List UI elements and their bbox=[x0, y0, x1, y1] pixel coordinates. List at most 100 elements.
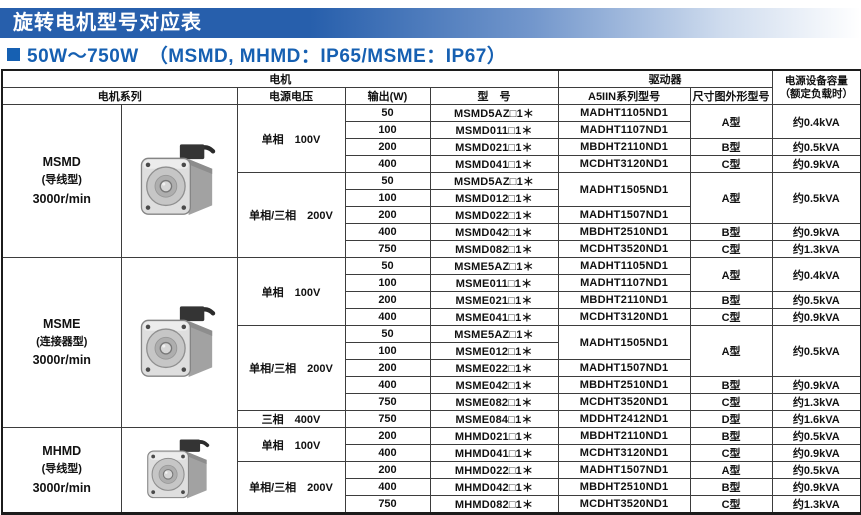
driver-model-cell: MCDHT3120ND1 bbox=[557, 444, 691, 462]
voltage-cell: 单相 100V bbox=[236, 104, 346, 173]
capacity-cell: 约0.5kVA bbox=[771, 427, 861, 445]
capacity-cell: 约0.9kVA bbox=[771, 308, 861, 326]
motor-image-cell bbox=[120, 257, 238, 428]
series-name: MSMD bbox=[42, 155, 81, 170]
driver-model-cell: MADHT1507ND1 bbox=[557, 206, 691, 224]
model-cell: MSME5AZ□1＊ bbox=[429, 257, 559, 275]
header-frame: 尺寸图外形型号 bbox=[689, 87, 773, 105]
header-capacity-line1: 电源设备容量 bbox=[784, 75, 848, 88]
capacity-cell: 约0.5kVA bbox=[771, 138, 861, 156]
model-cell: MSME084□1＊ bbox=[429, 410, 559, 428]
output-cell: 50 bbox=[344, 104, 431, 122]
table-row: 750 MSMD082□1＊ MCDHT3520ND1 C型 约1.3kVA bbox=[2, 240, 861, 258]
motor-model-table: 电机 驱动器 电源设备容量 （额定负载时） 电机系列 电源电压 输出(W) 型 … bbox=[1, 69, 861, 515]
motor-photo-msmd bbox=[140, 144, 216, 216]
output-cell: 200 bbox=[344, 427, 431, 445]
series-type: (导线型) bbox=[41, 174, 82, 187]
capacity-cell: 约0.9kVA bbox=[771, 376, 861, 394]
voltage-cell: 单相/三相 200V bbox=[236, 172, 346, 258]
capacity-cell: 约0.5kVA bbox=[771, 325, 861, 377]
frame-type-cell: C型 bbox=[689, 155, 773, 173]
output-cell: 200 bbox=[344, 206, 431, 224]
output-cell: 200 bbox=[344, 138, 431, 156]
header-driver-group: 驱动器 bbox=[557, 69, 773, 88]
frame-type-cell: A型 bbox=[689, 325, 773, 377]
page-banner: 旋转电机型号对应表 bbox=[0, 8, 861, 38]
model-cell: MSME021□1＊ bbox=[429, 291, 559, 309]
capacity-cell: 约1.3kVA bbox=[771, 393, 861, 411]
model-cell: MSMD011□1＊ bbox=[429, 121, 559, 139]
model-cell: MSME5AZ□1＊ bbox=[429, 325, 559, 343]
output-cell: 400 bbox=[344, 155, 431, 173]
driver-model-cell: MADHT1105ND1 bbox=[557, 257, 691, 275]
model-cell: MSME082□1＊ bbox=[429, 393, 559, 411]
header-motor-group: 电机 bbox=[1, 69, 559, 88]
table-body: MSMD (导线型) 3000r/min 单相 100V 50 MSMD5AZ□1＊ MA… bbox=[1, 104, 861, 514]
model-cell: MHMD042□1＊ bbox=[429, 478, 559, 496]
model-cell: MSME041□1＊ bbox=[429, 308, 559, 326]
driver-model-cell: MBDHT2110ND1 bbox=[557, 427, 691, 445]
voltage-cell: 单相/三相 200V bbox=[236, 461, 346, 514]
capacity-cell: 约0.9kVA bbox=[771, 478, 861, 496]
table-row: 400 MSME041□1＊ MCDHT3120ND1 C型 约0.9kVA bbox=[2, 308, 861, 326]
voltage-cell: 单相 100V bbox=[236, 257, 346, 326]
table-row: 750 MSME082□1＊ MCDHT3520ND1 C型 约1.3kVA bbox=[2, 393, 861, 411]
header-model: 型 号 bbox=[429, 87, 559, 105]
voltage-cell: 三相 400V bbox=[236, 410, 346, 428]
voltage-cell: 单相/三相 200V bbox=[236, 325, 346, 411]
driver-model-cell: MADHT1505ND1 bbox=[557, 325, 691, 360]
header-capacity: 电源设备容量 （额定负载时） bbox=[771, 69, 861, 105]
table-row: 100 MSME012□1＊ bbox=[2, 342, 861, 360]
capacity-cell: 约0.4kVA bbox=[771, 257, 861, 292]
header-driver-model: A5IIN系列型号 bbox=[557, 87, 691, 105]
output-cell: 100 bbox=[344, 121, 431, 139]
output-cell: 100 bbox=[344, 274, 431, 292]
motor-photo-msme bbox=[140, 305, 216, 377]
frame-type-cell: A型 bbox=[689, 461, 773, 479]
output-cell: 750 bbox=[344, 495, 431, 514]
model-cell: MSMD042□1＊ bbox=[429, 223, 559, 241]
output-cell: 750 bbox=[344, 240, 431, 258]
model-cell: MSME011□1＊ bbox=[429, 274, 559, 292]
driver-model-cell: MCDHT3520ND1 bbox=[557, 393, 691, 411]
capacity-cell: 约1.3kVA bbox=[771, 240, 861, 258]
frame-type-cell: C型 bbox=[689, 308, 773, 326]
capacity-cell: 约1.6kVA bbox=[771, 410, 861, 428]
capacity-cell: 约0.4kVA bbox=[771, 104, 861, 139]
model-cell: MHMD022□1＊ bbox=[429, 461, 559, 479]
frame-type-cell: A型 bbox=[689, 257, 773, 292]
section-bullet-icon bbox=[7, 48, 20, 61]
output-cell: 50 bbox=[344, 172, 431, 190]
table-row: MHMD (导线型) 3000r/min 单相 100V 200 MHMD021□1＊ M… bbox=[1, 427, 861, 514]
driver-model-cell: MADHT1505ND1 bbox=[557, 172, 691, 207]
model-cell: MSMD082□1＊ bbox=[429, 240, 559, 258]
table-row: MSME (连接器型) 3000r/min 单相 100V 50 MSME5AZ□1＊ M… bbox=[1, 257, 861, 428]
driver-model-cell: MADHT1507ND1 bbox=[557, 461, 691, 479]
driver-model-cell: MBDHT2510ND1 bbox=[557, 223, 691, 241]
driver-model-cell: MBDHT2510ND1 bbox=[557, 376, 691, 394]
output-cell: 400 bbox=[344, 444, 431, 462]
output-cell: 200 bbox=[344, 359, 431, 377]
model-cell: MSMD5AZ□1＊ bbox=[429, 172, 559, 190]
output-cell: 200 bbox=[344, 461, 431, 479]
model-cell: MSMD021□1＊ bbox=[429, 138, 559, 156]
driver-model-cell: MCDHT3520ND1 bbox=[557, 495, 691, 514]
frame-type-cell: C型 bbox=[689, 495, 773, 514]
frame-type-cell: A型 bbox=[689, 172, 773, 224]
capacity-cell: 约0.9kVA bbox=[771, 155, 861, 173]
capacity-cell: 约0.9kVA bbox=[771, 223, 861, 241]
model-cell: MSME022□1＊ bbox=[429, 359, 559, 377]
output-cell: 400 bbox=[344, 223, 431, 241]
output-cell: 50 bbox=[344, 325, 431, 343]
frame-type-cell: B型 bbox=[689, 427, 773, 445]
section-title: 50W～750W （MSMD, MHMD：IP65/MSME：IP67） bbox=[27, 45, 507, 67]
frame-type-cell: B型 bbox=[689, 478, 773, 496]
header-voltage: 电源电压 bbox=[236, 87, 346, 105]
series-name: MSME bbox=[43, 316, 81, 331]
frame-type-cell: B型 bbox=[689, 138, 773, 156]
capacity-cell: 约1.3kVA bbox=[771, 495, 861, 514]
driver-model-cell: MADHT1105ND1 bbox=[557, 104, 691, 122]
section-header: 50W～750W （MSMD, MHMD：IP65/MSME：IP67） bbox=[3, 41, 861, 67]
series-type: (导线型) bbox=[41, 463, 82, 476]
capacity-cell: 约0.5kVA bbox=[771, 291, 861, 309]
